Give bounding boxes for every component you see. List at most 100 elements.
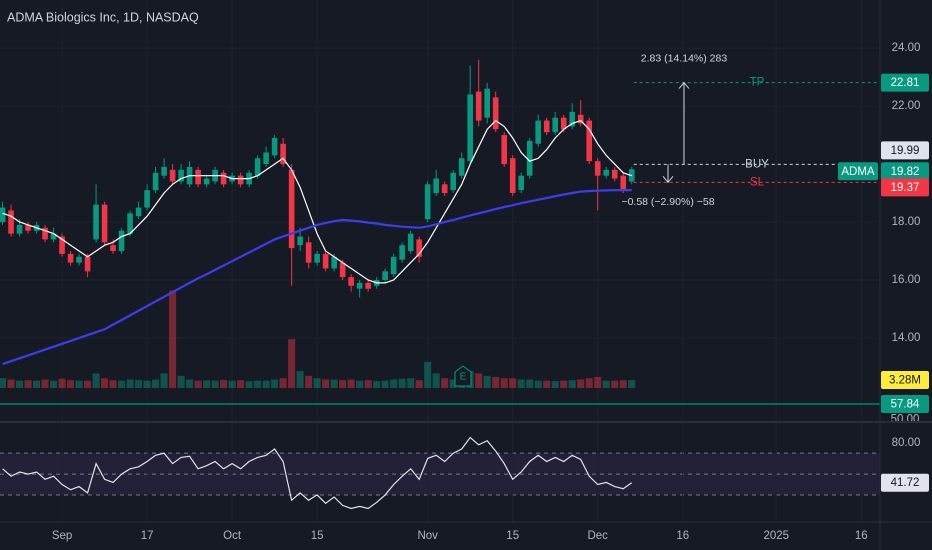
volume-bar	[577, 379, 585, 388]
candle-body	[25, 224, 31, 231]
candle-body	[348, 277, 354, 286]
candle-body	[110, 245, 116, 252]
volume-bar	[415, 380, 423, 388]
price-tag	[881, 178, 929, 197]
price-tag	[881, 370, 929, 389]
volume-bar	[203, 380, 211, 388]
candle-body	[220, 172, 227, 185]
price-tag-label: ADMA	[841, 166, 875, 178]
volume-bar	[50, 380, 58, 388]
price-tag-label: 19.82	[891, 166, 920, 178]
volume-bar	[228, 380, 236, 388]
volume-bar	[483, 375, 491, 388]
price-tag-label: 22.81	[891, 77, 920, 89]
candle-body	[577, 114, 584, 124]
volume	[0, 290, 636, 388]
volume-bar	[7, 379, 15, 388]
candle-body	[560, 117, 567, 130]
candle-body	[144, 190, 150, 208]
candle-body	[118, 230, 125, 252]
volume-bar	[296, 370, 304, 388]
volume-bar	[169, 290, 177, 388]
candle-body	[322, 253, 329, 269]
volume-bar	[500, 378, 508, 388]
volume-bar	[398, 378, 406, 388]
candle-body	[467, 94, 473, 162]
candle-body	[390, 256, 397, 275]
candle-body	[365, 282, 371, 289]
volume-bar	[58, 378, 66, 388]
price-tag	[838, 162, 878, 181]
target-arrowhead	[678, 81, 690, 89]
candle-body	[475, 91, 482, 121]
moving-average	[2, 119, 632, 284]
volume-bar	[330, 379, 338, 388]
volume-bar	[101, 378, 109, 388]
candle-body	[50, 233, 57, 240]
volume-bar	[432, 373, 440, 388]
earnings-letter: E	[460, 372, 467, 383]
volume-bar	[75, 380, 83, 388]
volume-bar	[41, 379, 49, 388]
volume-bar	[602, 380, 610, 388]
target-note: 2.83 (14.14%) 283	[641, 52, 728, 64]
price-tag-label: 57.84	[891, 399, 920, 411]
volume-bar	[364, 380, 372, 388]
candle-body	[424, 184, 431, 220]
x-tick-label: Dec	[587, 530, 608, 542]
candle-body	[586, 120, 593, 162]
volume-bar	[347, 379, 355, 388]
axes: Sep 17 Oct 15 Nov 15 Dec 16 2025 16 14.00 16.00 18.0…	[0, 42, 932, 550]
candle-body	[161, 166, 167, 176]
candle-body	[195, 169, 201, 185]
candle-body	[101, 204, 108, 243]
volume-bar	[186, 379, 194, 388]
volume-bar	[177, 375, 185, 388]
candle-body	[76, 256, 82, 263]
volume-bar	[339, 380, 347, 388]
volume-bar	[160, 373, 168, 388]
volume-bar	[526, 379, 534, 388]
candle-body	[569, 111, 576, 127]
y-tick-label: 24.00	[892, 42, 921, 54]
candle-body	[67, 253, 74, 263]
volume-bar	[220, 379, 228, 388]
volume-bar	[424, 361, 432, 388]
level-text: BUY	[745, 158, 769, 170]
candle-body	[535, 120, 542, 144]
x-tick-label: 2025	[763, 530, 789, 542]
candle-body	[152, 172, 159, 191]
volume-bar	[449, 379, 457, 388]
price-pane	[0, 59, 635, 366]
price-tag-label: 19.99	[891, 145, 920, 157]
candle-body	[93, 204, 99, 240]
earnings-icon: E	[454, 365, 472, 387]
volume-bar	[152, 379, 160, 388]
x-tick-label: 15	[506, 530, 519, 542]
candle-body	[543, 120, 550, 133]
candle-body	[305, 242, 312, 263]
volume-bar	[560, 380, 568, 388]
price-tag	[881, 395, 929, 413]
volume-bar	[118, 380, 126, 388]
candle-body	[42, 227, 48, 240]
candle-body	[16, 224, 23, 234]
candle-body	[433, 178, 439, 194]
x-tick-label: 16	[676, 530, 689, 542]
x-tick-label: Sep	[52, 530, 72, 542]
price-tag	[881, 162, 929, 181]
x-tick-label: 15	[311, 530, 324, 542]
price-tag	[881, 141, 929, 160]
volume-bar	[619, 380, 627, 388]
candle-body	[518, 175, 524, 191]
y-tick-label: 22.00	[892, 100, 921, 112]
volume-bar	[143, 380, 151, 388]
candle-body	[407, 233, 414, 252]
candle-body	[263, 152, 269, 165]
volume-bar	[543, 380, 551, 388]
price-tag-label: 41.72	[891, 477, 920, 489]
candle-body	[450, 172, 456, 191]
moving-average	[2, 189, 632, 366]
volume-bar	[517, 379, 525, 388]
